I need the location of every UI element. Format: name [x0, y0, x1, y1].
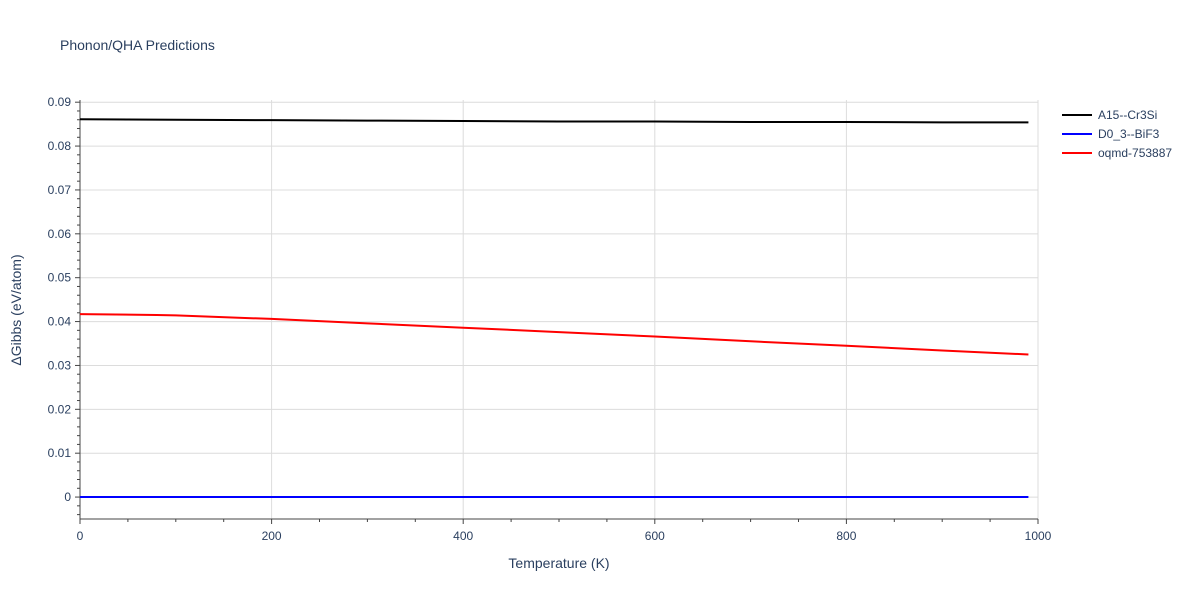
y-tick-label: 0 [64, 490, 71, 504]
legend[interactable]: A15--Cr3Si D0_3--BiF3 oqmd-753887 [1062, 108, 1172, 160]
y-tick-label: 0.04 [48, 315, 72, 329]
grid [80, 100, 1039, 519]
y-tick-label: 0.09 [48, 95, 72, 109]
x-tick-label: 200 [262, 529, 282, 543]
x-tick-label: 800 [836, 529, 856, 543]
y-tick-label: 0.05 [48, 271, 72, 285]
y-tick-label: 0.08 [48, 139, 72, 153]
y-tick-label: 0.02 [48, 402, 72, 416]
series-line-oqmd-753887 [79, 313, 1029, 356]
legend-label: D0_3--BiF3 [1098, 127, 1160, 141]
x-axis-ticks: 0 200 400 600 800 1000 [77, 529, 1052, 543]
x-tick-label: 1000 [1025, 529, 1052, 543]
legend-item[interactable]: A15--Cr3Si [1062, 108, 1157, 122]
legend-item[interactable]: D0_3--BiF3 [1062, 127, 1160, 141]
x-tick-label: 400 [453, 529, 473, 543]
x-axis-title: Temperature (K) [508, 555, 609, 571]
y-axis-ticks: 0 0.01 0.02 0.03 0.04 0.05 0.06 0.07 0.08 0.09 [48, 95, 72, 504]
chart-title: Phonon/QHA Predictions [60, 37, 215, 53]
series-line-A15--Cr3Si [79, 118, 1029, 124]
y-axis-title: ΔGibbs (eV/atom) [8, 254, 24, 365]
x-tick-label: 600 [645, 529, 665, 543]
x-tick-label: 0 [77, 529, 84, 543]
legend-label: oqmd-753887 [1098, 146, 1172, 160]
legend-label: A15--Cr3Si [1098, 108, 1157, 122]
y-tick-label: 0.07 [48, 183, 72, 197]
legend-item[interactable]: oqmd-753887 [1062, 146, 1172, 160]
y-tick-label: 0.06 [48, 227, 72, 241]
y-tick-label: 0.03 [48, 358, 72, 372]
axes [75, 100, 1039, 524]
series-lines [79, 118, 1029, 499]
y-tick-label: 0.01 [48, 446, 72, 460]
